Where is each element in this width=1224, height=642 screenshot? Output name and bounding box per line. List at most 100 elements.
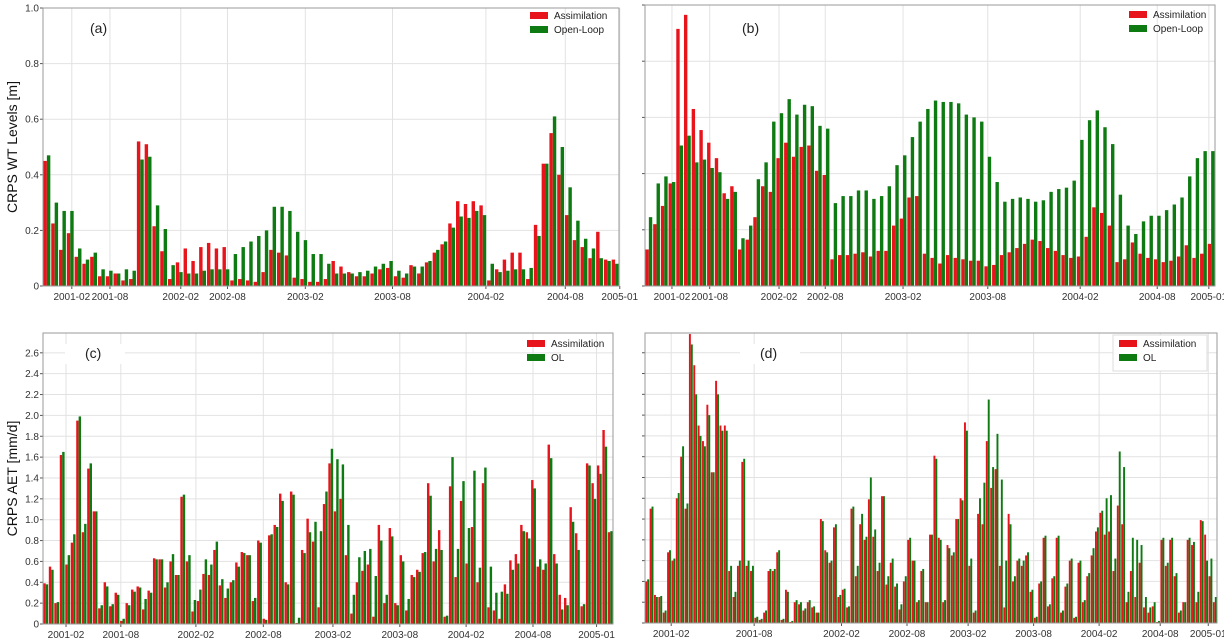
bar-openloop [717,394,719,623]
bar-openloop [779,113,784,286]
bar-openloop [882,496,885,623]
bar-openloop [122,618,125,624]
bar-assimilation [1015,248,1019,286]
bar-assimilation [180,496,183,624]
bar-assimilation [129,279,133,286]
bar-assimilation [306,518,309,624]
bar-openloop [1206,560,1209,623]
bar-openloop [241,247,245,286]
bar-assimilation [1060,612,1062,623]
bar-openloop [498,272,502,286]
bar-openloop [741,238,745,286]
legend-label: Open-Loop [554,25,604,36]
x-tick-label: 2002-08 [889,629,926,640]
bar-assimilation [426,483,430,624]
bar-assimilation [1182,602,1185,623]
bar-assimilation [977,513,980,623]
bar-assimilation [158,559,161,624]
panel-label-background [740,344,800,364]
bar-assimilation [841,589,844,623]
bar-assimilation [838,255,842,286]
bar-assimilation [432,252,437,286]
bar-openloop [347,524,350,624]
bar-assimilation [1112,571,1115,623]
bar-openloop [656,183,660,286]
bar-openloop [539,559,542,624]
bar-openloop [1195,158,1200,286]
bar-openloop [979,498,981,623]
bar-assimilation [509,560,512,624]
bar-openloop [725,430,728,623]
bar-openloop [336,459,339,624]
bar-assimilation [588,258,592,286]
bar-assimilation [1153,259,1158,286]
bar-assimilation [222,247,226,286]
bar-openloop [311,254,315,286]
bar-openloop [478,567,482,624]
bar-openloop [669,550,671,623]
bar-openloop [671,182,676,286]
legend-swatch-openloop [1119,354,1137,361]
bar-openloop [903,155,907,286]
bar-openloop [917,600,920,623]
bar-assimilation [443,616,446,624]
x-tick-label: 2001-02 [53,292,90,303]
bar-openloop [500,591,504,624]
y-tick-label: 1.4 [25,473,39,484]
bar-assimilation [487,607,490,624]
bar-assimilation [536,566,540,624]
bar-assimilation [262,618,265,624]
bar-openloop [1053,576,1056,623]
bar-assimilation [295,622,298,624]
bar-openloop [795,114,799,286]
bar-assimilation [196,601,200,624]
bar-assimilation [861,252,865,286]
bar-assimilation [719,425,722,623]
bar-openloop [182,494,186,624]
bar-openloop [913,560,916,623]
bar-assimilation [691,108,696,286]
bar-assimilation [557,174,561,286]
legend-label: OL [1143,353,1157,364]
bar-assimilation [202,573,205,624]
bar-assimilation [206,242,211,286]
bar-assimilation [884,250,888,286]
bar-openloop [1162,537,1165,623]
bar-assimilation [602,430,605,624]
bar-assimilation [388,528,392,624]
bar-assimilation [120,620,123,624]
bar-openloop [896,583,898,623]
legend-swatch-assimilation [530,12,548,19]
bar-openloop [1105,498,1108,623]
bar-assimilation [876,571,879,623]
bar-assimilation [780,619,783,623]
bar-openloop [926,602,929,623]
bar-assimilation [465,563,468,624]
bar-assimilation [668,183,672,286]
bar-assimilation [514,554,518,624]
bar-openloop [1101,510,1104,623]
bar-assimilation [930,257,934,286]
bar-assimilation [1123,259,1127,286]
bar-openloop [404,273,409,286]
bar-openloop [887,576,890,623]
bar-assimilation [1138,562,1141,623]
bar-assimilation [279,493,282,624]
bar-openloop [702,159,707,286]
bar-assimilation [520,524,523,624]
bar-openloop [583,238,588,286]
bar-openloop [1003,201,1007,286]
panel-d: 2001-02 2001-08 2002-02 2002-08 2003-02 2003-… [642,332,1224,640]
bar-assimilation [160,251,164,286]
bar-openloop [1031,589,1034,623]
bar-assimilation [1195,602,1198,623]
bar-assimilation [393,276,398,286]
bar-assimilation [833,527,835,623]
bar-openloop [148,156,152,286]
bar-openloop [54,202,59,286]
bar-openloop [428,260,432,286]
bar-openloop [964,114,969,286]
bar-assimilation [572,240,577,286]
bar-assimilation [1115,262,1119,286]
bar-openloop [1126,225,1130,286]
